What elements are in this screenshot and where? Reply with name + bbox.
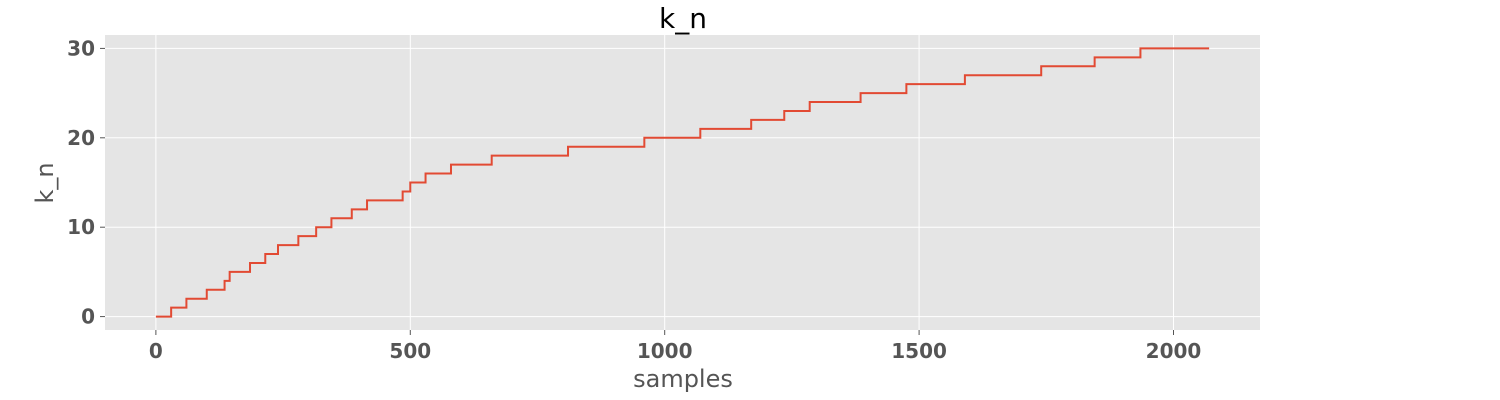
x-tick-label: 2000: [1146, 339, 1202, 363]
x-tick-label: 1000: [637, 339, 693, 363]
x-axis-label: samples: [633, 365, 733, 393]
y-tick-label: 20: [67, 126, 95, 150]
x-tick-label: 500: [389, 339, 431, 363]
tick-labels: 0 500 1000 1500 2000 0 10 20 30: [67, 36, 1201, 363]
x-tick-label: 0: [149, 339, 163, 363]
plot-background: [105, 35, 1260, 330]
series-layer: [155, 47, 1210, 318]
chart-title: k_n: [659, 2, 707, 35]
y-axis-label: k_n: [31, 162, 59, 203]
y-tick-label: 0: [81, 305, 95, 329]
series-line: [155, 47, 1210, 318]
y-tick-label: 10: [67, 215, 95, 239]
x-tick-label: 1500: [891, 339, 947, 363]
y-tick-label: 30: [67, 36, 95, 60]
grid-lines: [105, 35, 1260, 330]
